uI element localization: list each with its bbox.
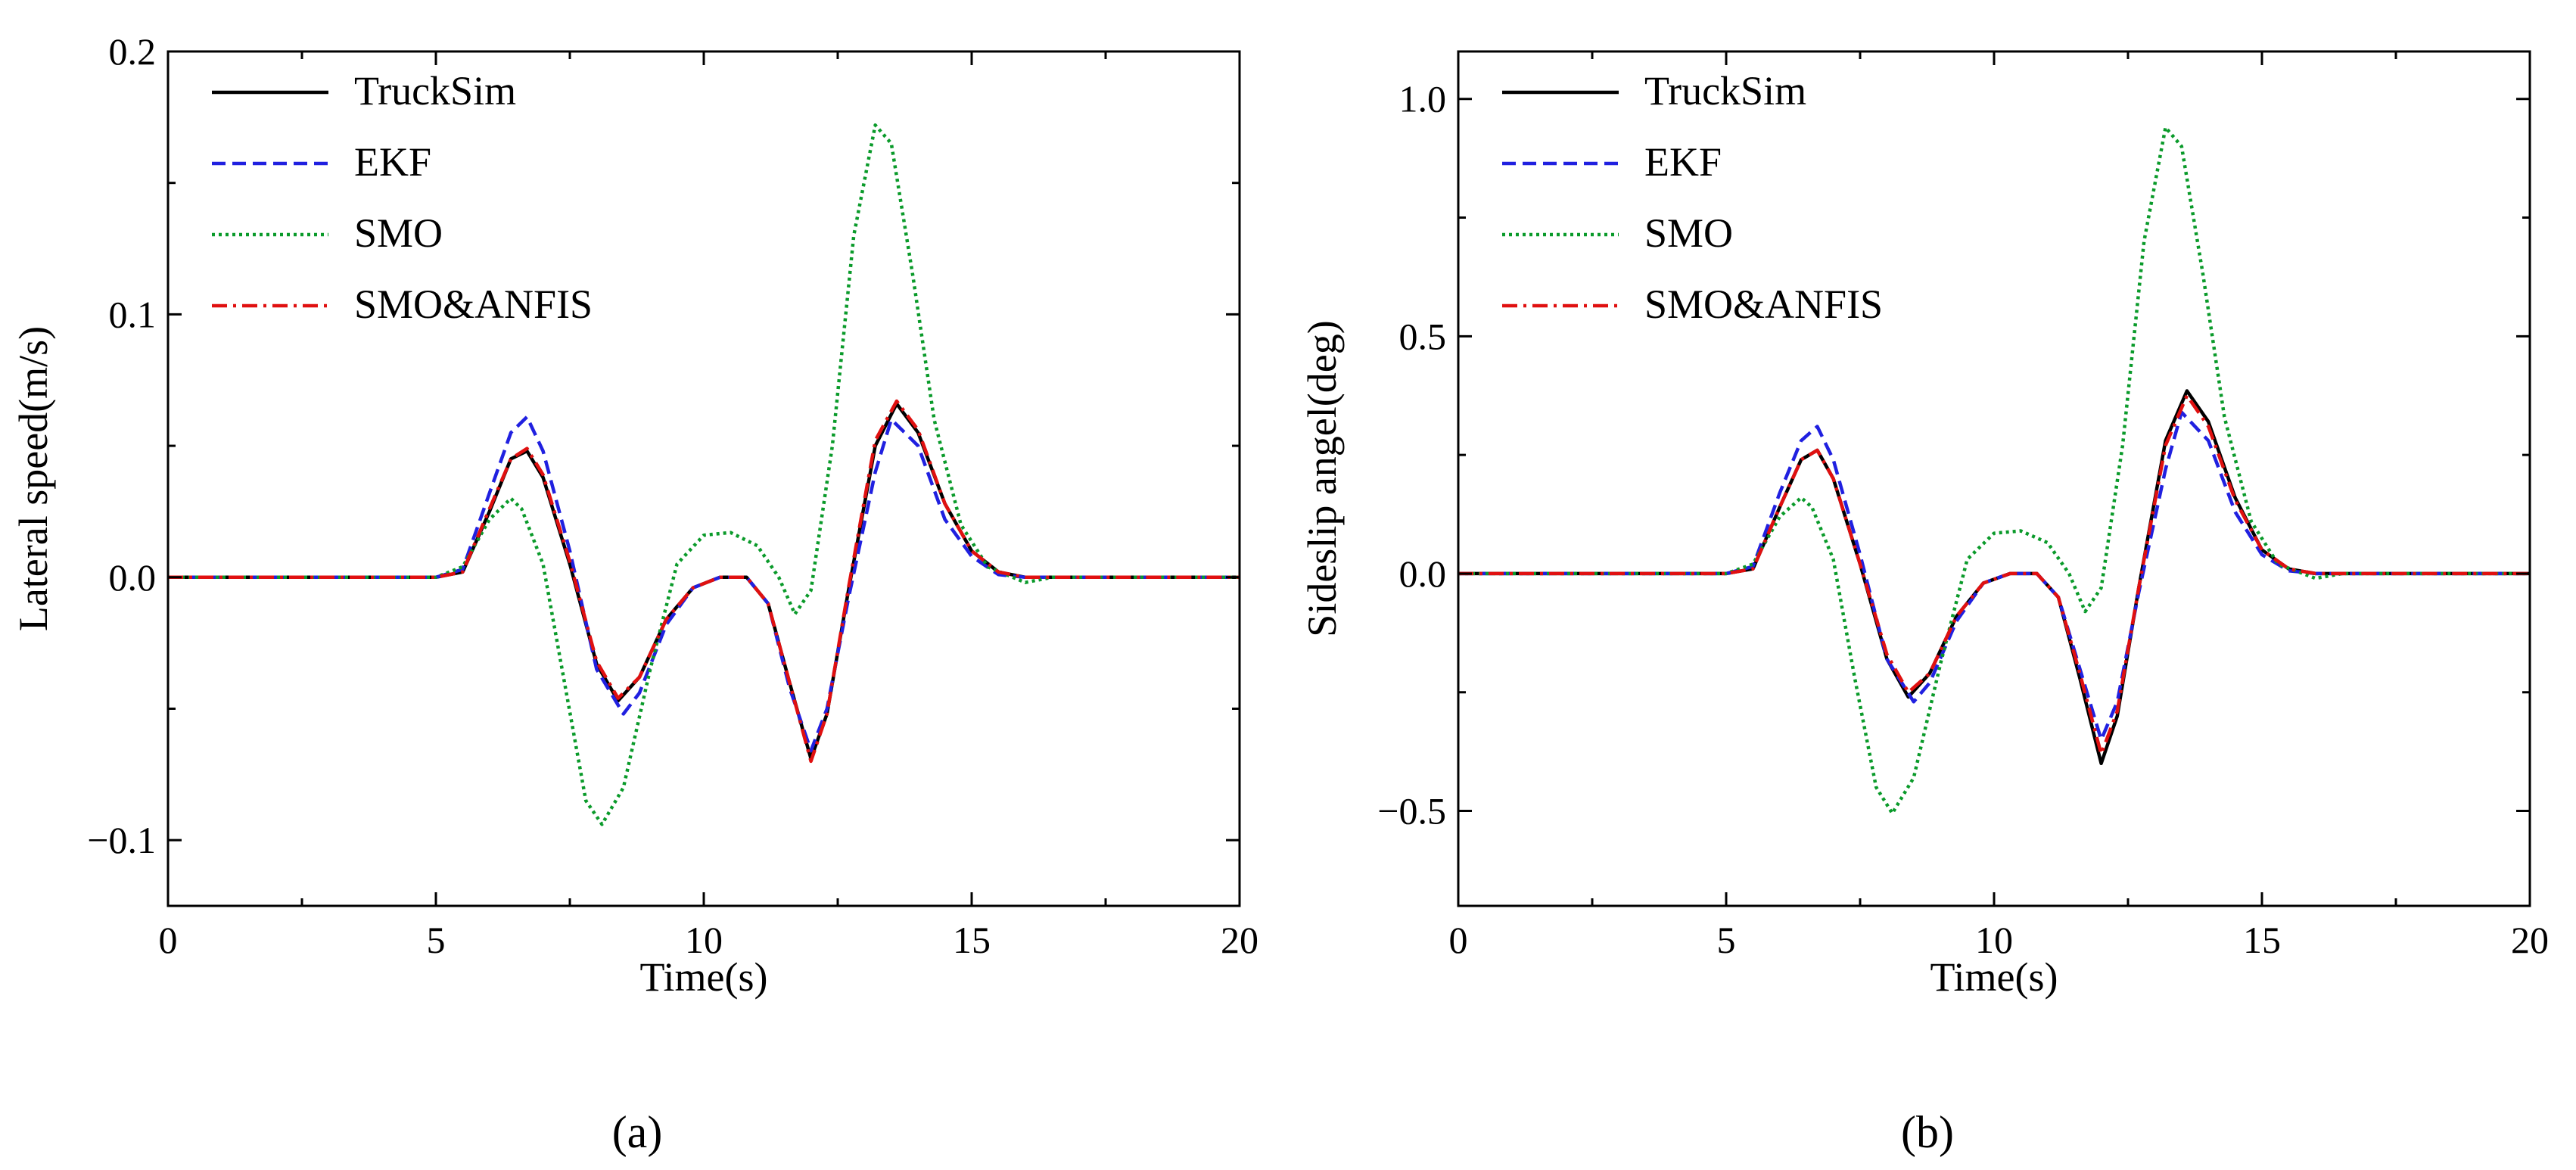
x-axis-title: Time(s) <box>1930 954 2058 1000</box>
legend-label-trucksim: TruckSim <box>1644 68 1806 114</box>
y-axis-title: Sideslip angel(deg) <box>1299 320 1345 636</box>
y-tick-label: 0.0 <box>109 556 157 599</box>
legend-label-smo-anfis: SMO&ANFIS <box>1644 282 1883 327</box>
x-tick-label: 10 <box>685 919 723 961</box>
x-tick-label: 10 <box>1975 919 2013 961</box>
x-tick-label: 15 <box>2243 919 2281 961</box>
legend-label-smo: SMO <box>1644 210 1733 256</box>
legend-label-ekf: EKF <box>1644 139 1722 185</box>
x-tick-label: 0 <box>159 919 178 961</box>
x-tick-label: 5 <box>427 919 446 961</box>
panel-caption-b: (b) <box>1901 1107 1954 1157</box>
legend-label-ekf: EKF <box>354 139 431 185</box>
x-tick-label: 15 <box>953 919 991 961</box>
plot-frame <box>1457 50 2531 907</box>
x-tick-label: 5 <box>1717 919 1736 961</box>
y-tick-label: 1.0 <box>1399 78 1447 120</box>
plot-frame <box>166 50 1241 907</box>
series-line-smo <box>168 123 1240 826</box>
y-tick-label: 0.0 <box>1399 552 1447 595</box>
legend-label-smo: SMO <box>354 210 443 256</box>
series-line-smo-anfis <box>168 399 1240 764</box>
legend: TruckSim EKF SMO SMO&ANFIS <box>212 68 593 327</box>
panel-caption-a: (a) <box>612 1107 663 1157</box>
series-group <box>168 123 1240 826</box>
y-axis-title: Lateral speed(m/s) <box>11 326 56 631</box>
series-line-trucksim <box>168 402 1240 761</box>
legend-label-trucksim: TruckSim <box>354 68 516 114</box>
y-tick-label: 0.5 <box>1399 315 1447 357</box>
chart-panel-a: 0 5 10 15 20 −0.1 0.0 0.1 0.2 Time(s) Lateral spee… <box>11 30 1258 1157</box>
x-tick-label: 20 <box>2511 919 2549 961</box>
legend: TruckSim EKF SMO SMO&ANFIS <box>1502 68 1883 327</box>
y-tick-label: 0.1 <box>109 293 157 335</box>
y-tick-label: 0.2 <box>109 30 157 73</box>
series-line-smo-anfis <box>1458 394 2530 756</box>
chart-panel-b: 0 5 10 15 20 −0.5 0.0 0.5 1.0 Time(s) Sideslip ang… <box>1299 50 2549 1157</box>
series-line-smo <box>1458 126 2530 815</box>
y-tick-label: −0.5 <box>1377 790 1446 832</box>
x-tick-label: 20 <box>1221 919 1258 961</box>
x-axis-title: Time(s) <box>639 954 767 1000</box>
x-tick-label: 0 <box>1449 919 1468 961</box>
y-tick-label: −0.1 <box>87 819 156 861</box>
series-line-trucksim <box>1458 389 2530 766</box>
series-line-ekf <box>1458 410 2530 742</box>
legend-label-smo-anfis: SMO&ANFIS <box>354 282 593 327</box>
series-group <box>1458 126 2530 815</box>
